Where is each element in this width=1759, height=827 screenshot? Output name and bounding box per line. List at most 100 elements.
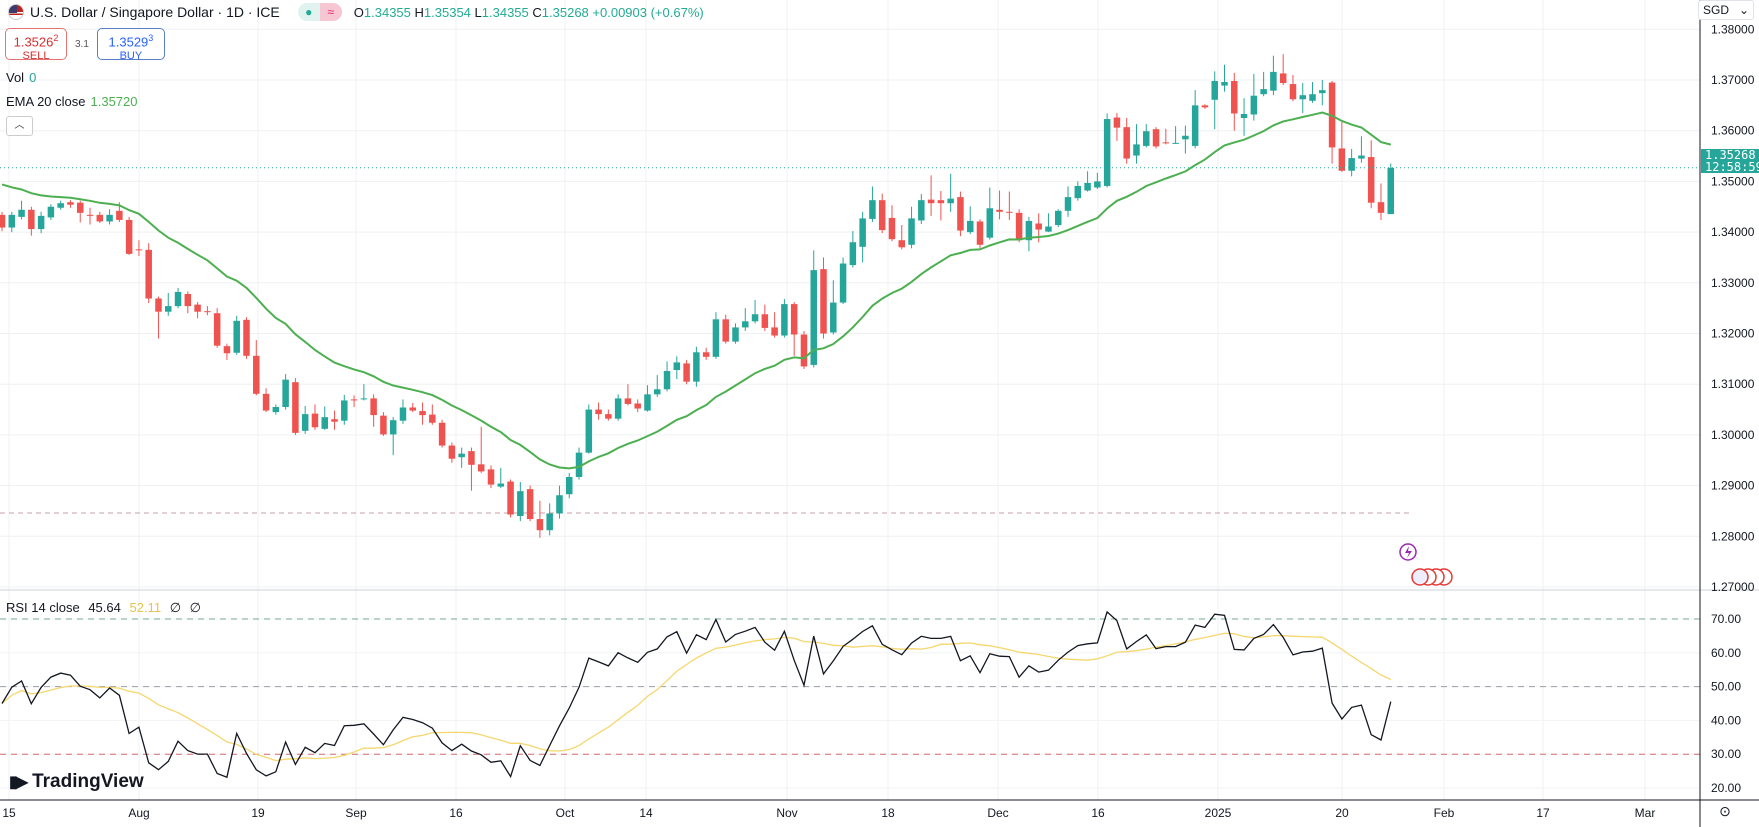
rsi-tick-label: 50.00 (1711, 680, 1741, 694)
price-tick-label: 1.29000 (1711, 479, 1755, 493)
candle-body (947, 198, 954, 204)
lightning-glyph (1405, 546, 1412, 558)
candle-body (429, 414, 436, 423)
time-tick-label: 2025 (1205, 806, 1232, 820)
collapse-legend-button[interactable]: ︿ (6, 116, 33, 136)
candle-body (184, 293, 192, 307)
candle-body (135, 249, 143, 251)
time-tick-label: Dec (987, 806, 1008, 820)
tradingview-logo-icon: ▮▶ (9, 774, 28, 791)
candle-body (722, 319, 729, 342)
candle-body (233, 320, 240, 353)
candle-body (448, 445, 456, 459)
candle-body (966, 220, 974, 233)
candle-body (125, 219, 133, 254)
rsi-ma-line (1, 632, 1392, 762)
candle-body (116, 210, 123, 220)
rsi-label: RSI 14 close (6, 600, 80, 615)
candle-body (1035, 223, 1042, 230)
volume-legend[interactable]: Vol 0 (6, 70, 36, 85)
currency-label: SGD (1703, 3, 1730, 17)
candle-body (47, 206, 55, 218)
current-price-value: 1.35268 (1705, 148, 1756, 162)
rsi-tick-label: 40.00 (1711, 713, 1741, 727)
ema-legend[interactable]: EMA 20 close 1.35720 (6, 94, 138, 109)
candle-body (1074, 185, 1082, 199)
candle-body (1006, 211, 1013, 213)
ema-20-line (1, 111, 1392, 470)
time-tick-label: 14 (639, 806, 653, 820)
candle-body (918, 200, 925, 221)
market-status[interactable]: ● ≈ (297, 3, 342, 21)
candle-body (1064, 197, 1072, 211)
time-tick-label: Sep (345, 806, 367, 820)
symbol-title[interactable]: U.S. Dollar / Singapore Dollar · 1D · IC… (30, 4, 280, 20)
candle-body (380, 415, 387, 435)
candle-body (370, 398, 377, 416)
candle-body (145, 249, 152, 299)
currency-dropdown[interactable]: SGD ⌄ (1698, 0, 1754, 20)
rsi-axis[interactable]: 70.00 60.00 50.00 40.00 30.00 20.00 (1711, 612, 1741, 795)
vol-value: 0 (29, 70, 37, 85)
price-tick-label: 1.35000 (1711, 174, 1755, 188)
candle-body (311, 413, 319, 428)
candle-body (1377, 202, 1385, 213)
candle-body (1319, 90, 1326, 94)
buy-price: 1.3529 (108, 34, 149, 50)
candle-body (96, 214, 104, 222)
candle-body (1113, 117, 1121, 128)
logo-text: TradingView (32, 771, 144, 792)
candle-body (1289, 84, 1297, 100)
rsi-tick-label: 30.00 (1711, 747, 1741, 761)
candle-body (830, 302, 837, 333)
candle-body (908, 218, 915, 245)
candle-body (702, 352, 710, 357)
chevron-up-icon: ︿ (14, 120, 25, 131)
spread-value: 3.1 (75, 38, 89, 50)
time-tick-label: 18 (881, 806, 895, 820)
candle-body (341, 400, 348, 421)
eye-icon: ⊙ (1719, 803, 1731, 819)
price-tick-label: 1.36000 (1711, 124, 1755, 138)
close-value: 1.35268 (541, 4, 589, 20)
candle-body (1015, 212, 1023, 241)
candle-body (106, 214, 113, 222)
candle-body (781, 304, 788, 336)
price-axis[interactable]: 1.38000 1.37000 1.36000 1.35000 1.34000 1.330… (1711, 22, 1755, 594)
candle-body (1231, 81, 1238, 114)
candle-body (1250, 95, 1258, 115)
time-tick-label: 17 (1536, 806, 1550, 820)
candle-body (1387, 167, 1395, 215)
candle-body (301, 414, 309, 431)
candle-body (1152, 129, 1160, 147)
candle-body (155, 298, 162, 312)
time-tick-label: Aug (128, 806, 149, 820)
events-icons[interactable] (1399, 543, 1453, 586)
ema-label: EMA 20 close (6, 94, 86, 109)
candlestick-series[interactable] (0, 54, 1395, 538)
delayed-data-icon: ≈ (319, 3, 342, 21)
candle-body (1299, 95, 1306, 100)
candle-body (389, 420, 397, 435)
candle-body (477, 464, 485, 472)
candle-body (1084, 182, 1091, 191)
tradingview-logo[interactable]: ▮▶ TradingView (9, 771, 144, 793)
candle-body (1172, 142, 1179, 144)
rsi-line (1, 610, 1392, 779)
candle-body (282, 379, 289, 408)
high-label: H (414, 4, 424, 20)
axis-settings-button[interactable]: ⊙ (1714, 803, 1736, 821)
us-flag-event-icon[interactable] (1411, 568, 1429, 586)
buy-button[interactable]: 1.35293 BUY (96, 28, 165, 62)
candle-body (732, 327, 739, 342)
trade-panel: 1.35262 SELL 3.1 1.35293 BUY (5, 28, 165, 62)
time-axis[interactable]: 15 Aug 19 Sep 16 Oct 14 Nov 18 Dec 16 2025 20 Feb 17 Ma… (2, 806, 1655, 820)
time-tick-label: Feb (1434, 806, 1455, 820)
candle-body (331, 419, 338, 422)
candle-body (76, 202, 84, 213)
sell-button[interactable]: 1.35262 SELL (5, 28, 67, 62)
rsi-legend[interactable]: RSI 14 close 45.64 52.11 ∅ ∅ (6, 600, 201, 616)
candle-body (292, 382, 299, 433)
market-open-dot-icon: ● (297, 3, 320, 21)
